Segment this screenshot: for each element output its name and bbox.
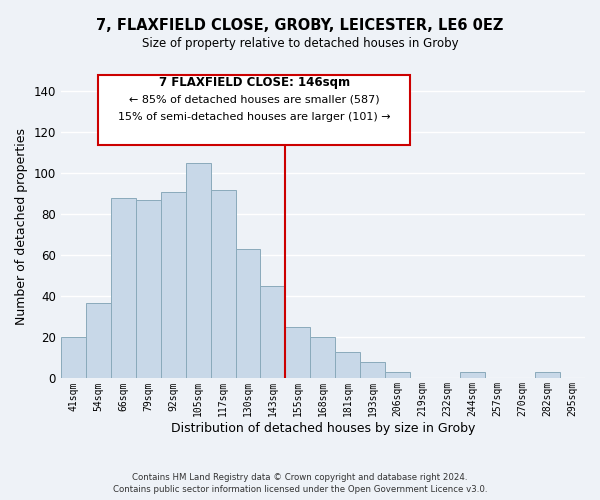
Text: Contains HM Land Registry data © Crown copyright and database right 2024.: Contains HM Land Registry data © Crown c… (132, 472, 468, 482)
Bar (211, 190, 236, 378)
Bar (136, 200, 161, 378)
Bar (385, 372, 410, 378)
Bar (535, 372, 560, 378)
X-axis label: Distribution of detached houses by size in Groby: Distribution of detached houses by size … (171, 422, 475, 435)
Text: Contains public sector information licensed under the Open Government Licence v3: Contains public sector information licen… (113, 485, 487, 494)
Bar (460, 372, 485, 378)
FancyBboxPatch shape (98, 75, 410, 144)
Bar (361, 362, 385, 378)
Text: Size of property relative to detached houses in Groby: Size of property relative to detached ho… (142, 38, 458, 51)
Bar (61, 338, 86, 378)
Y-axis label: Number of detached properties: Number of detached properties (15, 128, 28, 325)
Bar (185, 163, 211, 378)
Text: ← 85% of detached houses are smaller (587): ← 85% of detached houses are smaller (58… (129, 94, 380, 104)
Bar (260, 286, 286, 378)
Bar (236, 250, 260, 378)
Text: 7 FLAXFIELD CLOSE: 146sqm: 7 FLAXFIELD CLOSE: 146sqm (158, 76, 350, 88)
Bar (161, 192, 185, 378)
Bar (86, 302, 111, 378)
Text: 7, FLAXFIELD CLOSE, GROBY, LEICESTER, LE6 0EZ: 7, FLAXFIELD CLOSE, GROBY, LEICESTER, LE… (97, 18, 503, 32)
Bar (286, 327, 310, 378)
Bar (111, 198, 136, 378)
Bar (310, 338, 335, 378)
Bar (335, 352, 361, 378)
Text: 15% of semi-detached houses are larger (101) →: 15% of semi-detached houses are larger (… (118, 112, 391, 122)
